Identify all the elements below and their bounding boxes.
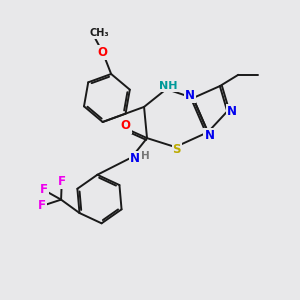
Text: H: H [141,151,149,160]
Text: O: O [98,46,108,59]
Text: NH: NH [159,81,177,91]
Text: O: O [121,120,131,133]
Text: N: N [130,152,140,164]
Text: N: N [227,105,237,118]
Text: S: S [172,143,181,156]
Text: O: O [121,119,130,132]
Text: F: F [58,175,66,188]
Text: O: O [98,46,108,59]
Text: N: N [204,129,214,142]
Text: F: F [38,199,46,212]
Text: CH₃: CH₃ [88,28,108,39]
Text: F: F [40,183,48,196]
Text: CH₃: CH₃ [89,28,109,38]
Text: N: N [185,89,195,102]
